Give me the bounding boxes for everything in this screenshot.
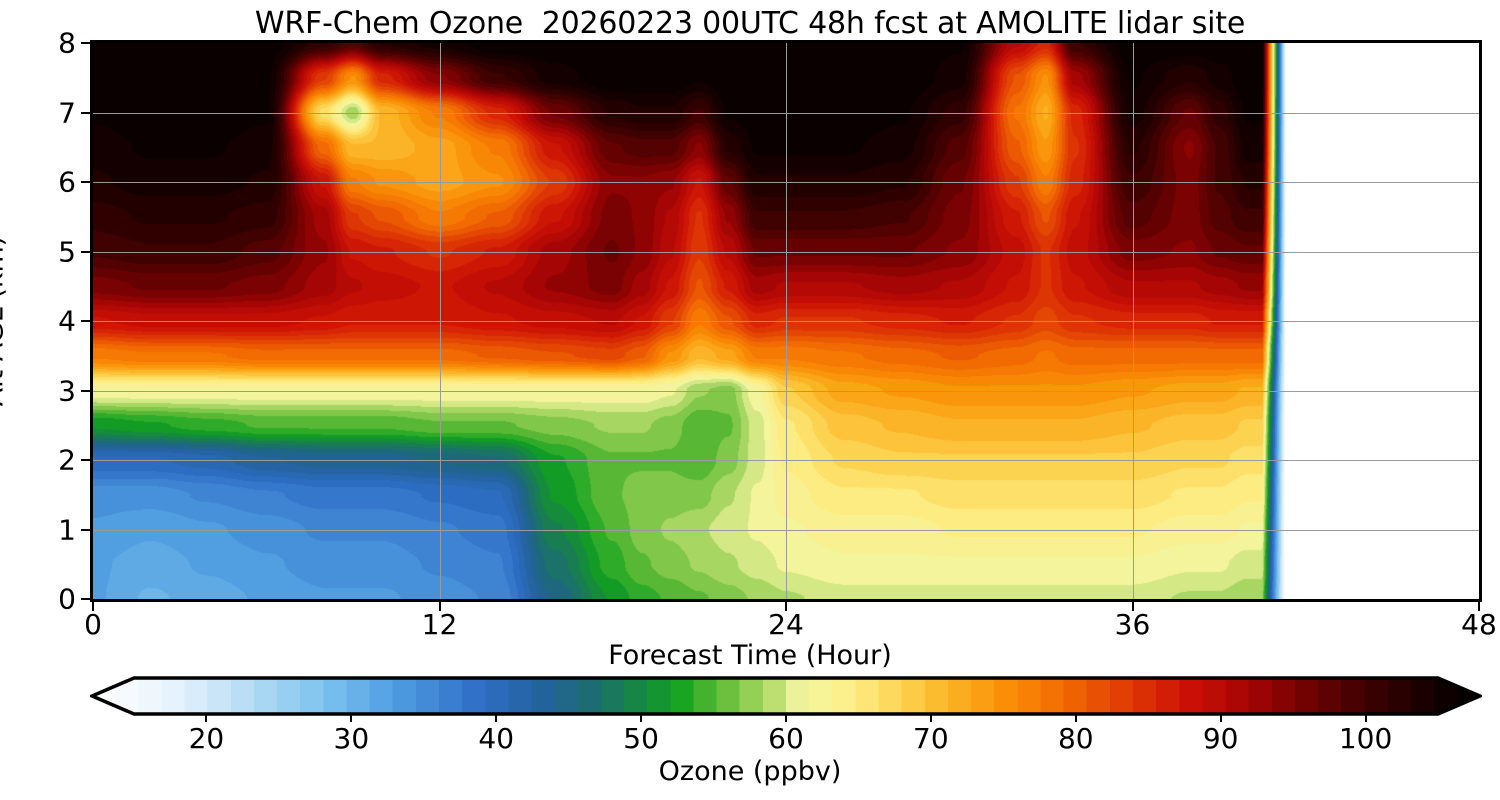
colorbar-body: [90, 676, 1482, 716]
x-tick-mark: [785, 602, 787, 611]
y-tick-mark: [81, 181, 90, 183]
y-tick-mark: [81, 528, 90, 531]
x-tick-label-48: 48: [1461, 608, 1497, 641]
x-axis-label: Forecast Time (Hour): [608, 640, 892, 671]
colorbar-tick-label-30: 30: [333, 722, 370, 755]
colorbar-tick-label-80: 80: [1057, 722, 1094, 755]
y-tick-label-1: 1: [58, 513, 76, 546]
y-tick-mark: [81, 389, 90, 392]
y-tick-mark: [81, 459, 90, 461]
y-tick-label-4: 4: [58, 304, 76, 338]
y-tick-mark: [81, 598, 90, 600]
colorbar-tick-mark: [205, 714, 208, 722]
x-tick-mark: [1478, 602, 1480, 611]
colorbar: [90, 676, 1482, 716]
plot-area: [90, 40, 1482, 602]
y-tick-mark: [81, 111, 90, 114]
colorbar-tick-mark: [929, 714, 932, 722]
colorbar-tick-mark: [350, 714, 353, 722]
colorbar-title: Ozone (ppbv): [658, 756, 842, 787]
x-tick-mark: [438, 602, 441, 611]
colorbar-tick-mark: [495, 714, 498, 722]
y-tick-label-0: 0: [58, 582, 76, 616]
colorbar-tick-mark: [1364, 714, 1367, 722]
y-tick-label-3: 3: [58, 374, 76, 407]
contour-plot-canvas: [93, 43, 1479, 599]
y-tick-label-6: 6: [58, 165, 76, 199]
page-title: WRF-Chem Ozone 20260223 00UTC 48h fcst a…: [254, 6, 1246, 41]
colorbar-tick-label-90: 90: [1202, 722, 1239, 755]
y-axis-label: Alt AGL (km): [0, 235, 10, 407]
y-tick-label-8: 8: [58, 26, 76, 60]
colorbar-tick-mark: [1074, 714, 1077, 722]
colorbar-tick-label-40: 40: [478, 722, 515, 755]
colorbar-gradient: [90, 676, 1482, 716]
colorbar-tick-label-60: 60: [768, 722, 804, 755]
x-tick-label-0: 0: [84, 608, 102, 641]
x-tick-label-12: 12: [421, 608, 458, 641]
x-tick-mark: [1131, 602, 1134, 611]
colorbar-tick-label-70: 70: [913, 722, 949, 755]
colorbar-tick-mark: [640, 714, 643, 722]
y-tick-mark: [81, 250, 90, 253]
colorbar-tick-label-20: 20: [188, 722, 225, 755]
y-tick-label-5: 5: [58, 235, 76, 268]
x-tick-mark: [92, 602, 94, 611]
colorbar-tick-label-50: 50: [623, 722, 659, 755]
colorbar-tick-mark: [785, 714, 787, 722]
colorbar-tick-mark: [1219, 714, 1222, 722]
y-tick-mark: [81, 320, 90, 322]
y-tick-label-7: 7: [58, 96, 76, 129]
y-tick-mark: [81, 42, 90, 44]
colorbar-tick-label-100: 100: [1338, 722, 1393, 755]
x-tick-label-36: 36: [1114, 608, 1151, 641]
y-tick-label-2: 2: [58, 443, 76, 477]
x-tick-label-24: 24: [768, 608, 804, 641]
